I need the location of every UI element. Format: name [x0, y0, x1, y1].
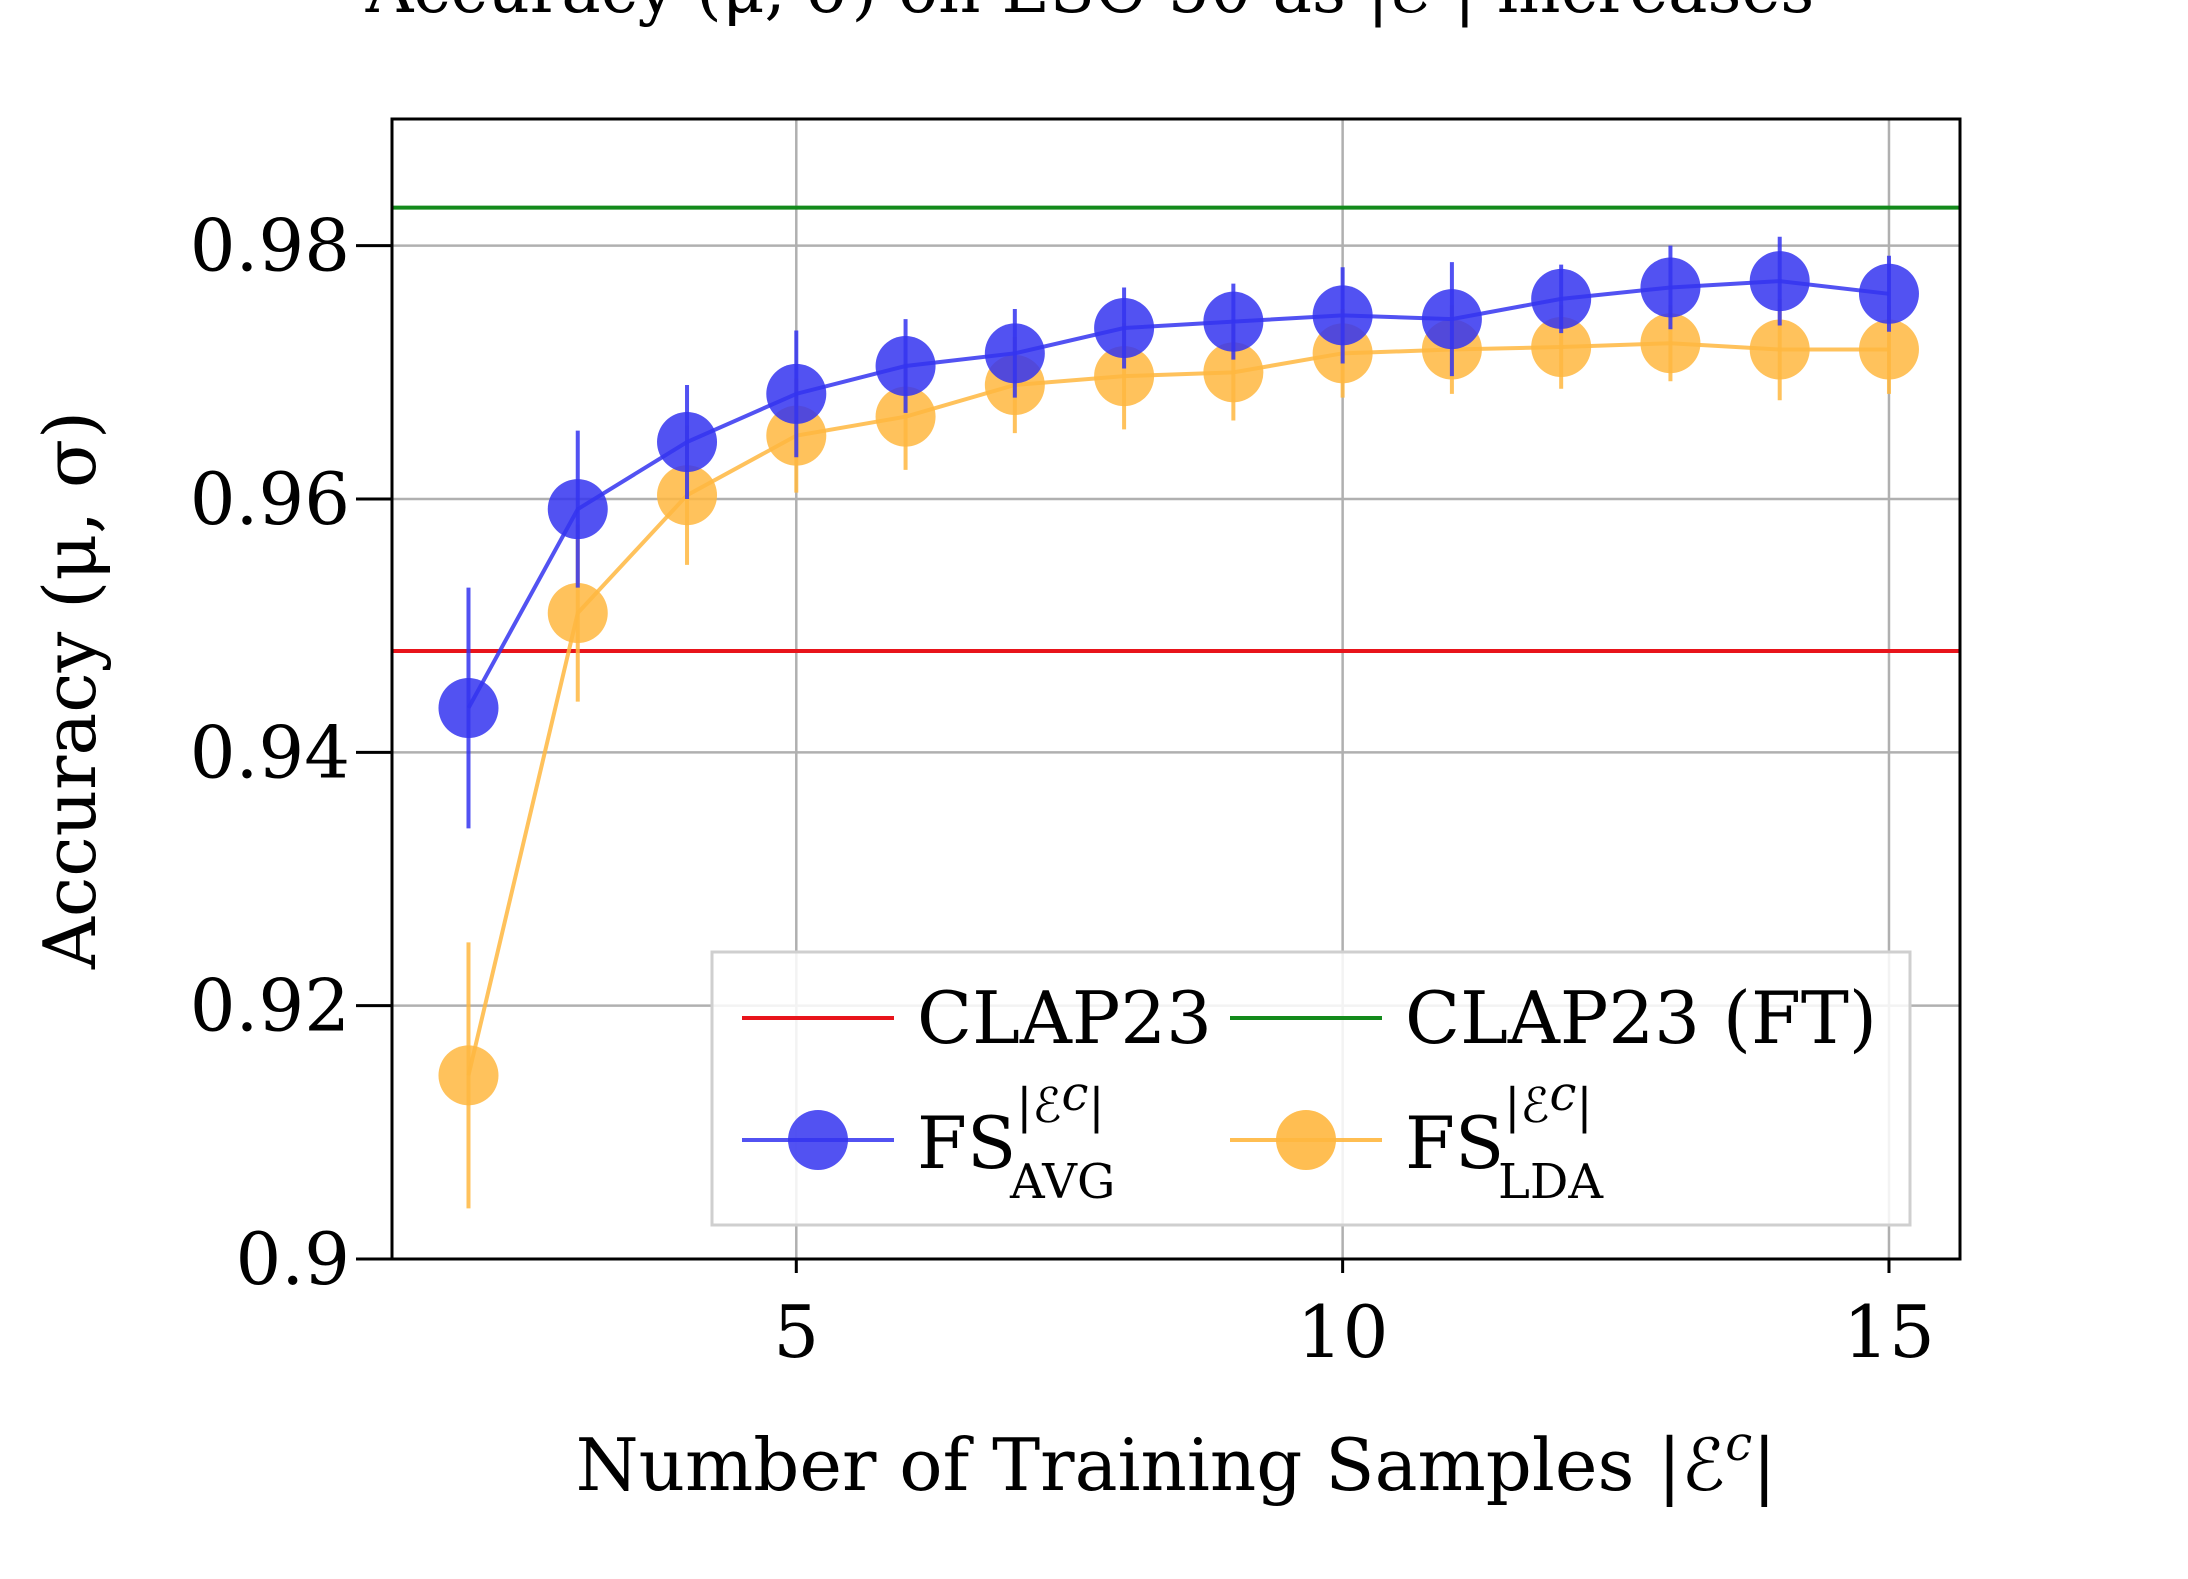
data-point-fs-lda	[1749, 319, 1810, 380]
data-point-fs-lda	[875, 386, 936, 447]
series-layer	[438, 236, 1919, 1209]
data-point-fs-lda	[1094, 346, 1155, 407]
x-tick-label: 5	[773, 1290, 819, 1374]
data-point-fs-lda	[438, 1045, 499, 1106]
data-point-fs-avg	[1640, 257, 1701, 318]
legend-box	[710, 950, 1912, 1227]
x-tick-label: 10	[1297, 1290, 1389, 1374]
legend-label-fs-lda-sub: LDA	[1498, 1154, 1604, 1210]
chart-title: Accuracy (μ, σ) on ESC-50 as |ℰc| increa…	[365, 0, 1815, 28]
y-tick-label: 0.92	[190, 964, 350, 1048]
data-point-fs-avg	[1531, 268, 1592, 329]
data-point-fs-avg	[1094, 298, 1155, 358]
data-point-fs-lda	[1858, 319, 1919, 380]
data-point-fs-lda	[1203, 342, 1264, 403]
axis-ticks: 5 10 15 0.9 0.92 0.94 0.96 0.98	[190, 204, 1935, 1374]
legend-label-clap23: CLAP23	[917, 976, 1212, 1060]
baseline-lines	[392, 205, 1960, 653]
y-tick-label: 0.98	[190, 204, 350, 288]
data-point-fs-avg	[984, 323, 1045, 384]
data-point-fs-avg	[1203, 291, 1264, 352]
y-axis-label: Accuracy (μ, σ)	[28, 411, 112, 970]
legend-label-clap23-ft: CLAP23 (FT)	[1405, 976, 1877, 1060]
y-tick-label: 0.94	[190, 710, 350, 794]
data-point-fs-avg	[1858, 263, 1919, 324]
data-point-fs-avg	[657, 412, 718, 472]
x-axis-label: Number of Training Samples |ℰc|	[576, 1416, 1777, 1507]
x-tick-label: 15	[1843, 1290, 1935, 1374]
data-point-fs-lda	[1640, 313, 1701, 374]
data-point-fs-avg	[875, 336, 936, 396]
legend: CLAP23 CLAP23 (FT) FS|ℰc| AVG FS|ℰc| LDA	[710, 950, 1912, 1227]
data-point-fs-avg	[438, 678, 499, 738]
data-point-fs-avg	[547, 479, 608, 540]
data-point-fs-avg	[1749, 251, 1810, 312]
legend-swatch-fs-lda-marker	[1276, 1110, 1336, 1170]
data-point-fs-avg	[766, 363, 827, 424]
data-point-fs-lda	[547, 583, 608, 643]
plot-frame	[390, 117, 1962, 1261]
legend-swatch-fs-avg-marker	[788, 1110, 848, 1170]
legend-label-fs-lda: FS|ℰc|	[1405, 1066, 1593, 1185]
legend-label-fs-avg-sub: AVG	[1009, 1154, 1115, 1210]
data-point-fs-avg	[1421, 289, 1482, 350]
data-point-fs-lda	[1531, 317, 1592, 377]
y-tick-label: 0.96	[190, 457, 350, 541]
series-fs-avg	[438, 236, 1919, 829]
data-point-fs-avg	[1312, 285, 1373, 346]
legend-label-fs-avg: FS|ℰc|	[917, 1066, 1105, 1185]
y-tick-label: 0.9	[235, 1217, 350, 1301]
